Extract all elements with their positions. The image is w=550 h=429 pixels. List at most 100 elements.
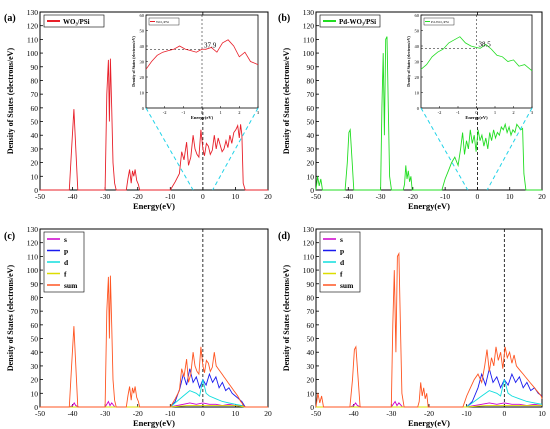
inset-x-tick-label: 2 bbox=[238, 110, 240, 115]
inset-x-tick-label: -1 bbox=[456, 110, 460, 115]
inset-x-tick-label: 1 bbox=[220, 110, 222, 115]
x-tick-label: 20 bbox=[264, 192, 272, 201]
zoom-line-right bbox=[486, 107, 533, 191]
inset-x-axis-label: Energy(eV) bbox=[191, 115, 214, 120]
x-tick-label: 10 bbox=[232, 409, 240, 418]
x-tick-label: -10 bbox=[165, 409, 175, 418]
inset-x-tick-label: 1 bbox=[494, 110, 496, 115]
series-line-d bbox=[316, 379, 543, 408]
inset-x-axis-label: Energy(eV) bbox=[465, 115, 488, 120]
zoom-line-left bbox=[145, 107, 194, 191]
x-tick-label: -10 bbox=[462, 409, 472, 418]
inset-y-tick-label: 50 bbox=[415, 29, 420, 34]
y-tick-label: 100 bbox=[27, 266, 39, 275]
y-tick-label: 0 bbox=[310, 186, 314, 195]
inset-y-tick-label: 60 bbox=[140, 13, 145, 18]
x-tick-label: -20 bbox=[424, 409, 434, 418]
y-tick-label: 120 bbox=[27, 239, 39, 248]
inset-series-line bbox=[145, 39, 259, 70]
inset-y-tick-label: 30 bbox=[140, 60, 145, 65]
x-tick-label: 0 bbox=[201, 192, 205, 201]
x-tick-label: -50 bbox=[35, 409, 45, 418]
x-axis-label: Energy(eV) bbox=[133, 418, 175, 428]
panel-label: (c) bbox=[4, 231, 15, 242]
y-tick-label: 20 bbox=[31, 159, 39, 168]
y-tick-label: 60 bbox=[307, 104, 315, 113]
zoom-line-right bbox=[212, 107, 259, 191]
panel-label: (d) bbox=[278, 231, 290, 242]
x-tick-label: -20 bbox=[133, 192, 143, 201]
y-tick-label: 40 bbox=[31, 348, 39, 357]
y-tick-label: 80 bbox=[31, 293, 39, 302]
inset-chart: 0 10 20 30 40 50 60 -2 -1 0 1 2 3 Energy(eV) Density o… bbox=[132, 13, 260, 120]
x-axis-label: Energy(eV) bbox=[408, 418, 450, 428]
series-line-f bbox=[40, 405, 268, 408]
y-tick-label: 130 bbox=[27, 225, 39, 234]
inset-y-axis-label: Density of States (electrons/eV) bbox=[132, 36, 136, 87]
legend-label-p: p bbox=[64, 247, 68, 256]
y-tick-label: 40 bbox=[307, 131, 315, 140]
y-tick-label: 110 bbox=[303, 252, 314, 261]
x-tick-label: -50 bbox=[311, 409, 321, 418]
y-tick-label: 70 bbox=[307, 90, 315, 99]
series-line-p bbox=[40, 368, 268, 408]
x-tick-label: 0 bbox=[502, 409, 506, 418]
y-tick-label: 0 bbox=[34, 186, 38, 195]
x-tick-label: 10 bbox=[538, 409, 546, 418]
y-tick-label: 130 bbox=[27, 8, 39, 17]
legend-label-f: f bbox=[340, 270, 343, 279]
legend-label-s: s bbox=[64, 235, 67, 244]
legend-label-d: d bbox=[340, 258, 345, 267]
y-tick-label: 90 bbox=[31, 63, 39, 72]
y-tick-label: 50 bbox=[31, 335, 39, 344]
inset-legend-box bbox=[148, 17, 180, 26]
x-tick-label: -40 bbox=[349, 409, 359, 418]
series-line-sum bbox=[315, 251, 543, 408]
x-tick-label: -40 bbox=[343, 192, 353, 201]
inset-y-axis-label: Density of States (electrons/eV) bbox=[407, 36, 411, 87]
inset-y-tick-label: 20 bbox=[140, 75, 145, 80]
y-tick-label: 10 bbox=[31, 389, 39, 398]
y-tick-label: 10 bbox=[31, 172, 39, 181]
y-tick-label: 110 bbox=[27, 252, 38, 261]
legend-label: WO₃/PSi bbox=[63, 18, 90, 26]
y-tick-label: 30 bbox=[31, 362, 39, 371]
inset-y-tick-label: 40 bbox=[415, 44, 420, 49]
y-tick-label: 80 bbox=[31, 76, 39, 85]
y-tick-label: 50 bbox=[307, 118, 315, 127]
y-tick-label: 40 bbox=[307, 348, 315, 357]
y-tick-label: 30 bbox=[31, 145, 39, 154]
y-tick-label: 130 bbox=[303, 225, 315, 234]
x-tick-label: -20 bbox=[133, 409, 143, 418]
inset-y-tick-label: 40 bbox=[140, 44, 145, 49]
inset-chart: 0 10 20 30 40 50 60 -2 -1 0 1 2 3 Energy(eV) Density o… bbox=[407, 13, 534, 120]
x-tick-label: -50 bbox=[35, 192, 45, 201]
x-tick-label: -30 bbox=[386, 409, 396, 418]
y-tick-label: 90 bbox=[31, 280, 39, 289]
y-tick-label: 80 bbox=[307, 76, 315, 85]
y-tick-label: 60 bbox=[31, 104, 39, 113]
zoom-line-left bbox=[420, 107, 469, 191]
legend-label: Pd-WO₃/PSi bbox=[339, 18, 376, 26]
x-tick-label: -30 bbox=[376, 192, 386, 201]
inset-series-line bbox=[420, 36, 533, 72]
legend-box bbox=[43, 14, 105, 28]
y-axis-label: Density of States (electrons/eV) bbox=[6, 48, 15, 155]
y-tick-label: 110 bbox=[27, 35, 38, 44]
panel-label: (b) bbox=[278, 13, 290, 24]
y-tick-label: 20 bbox=[307, 376, 315, 385]
series-line-d bbox=[40, 379, 268, 408]
x-tick-label: 0 bbox=[201, 409, 205, 418]
inset-y-tick-label: 10 bbox=[415, 91, 420, 96]
y-tick-label: 10 bbox=[307, 172, 315, 181]
inset-legend-box bbox=[423, 17, 455, 26]
inset-y-tick-label: 10 bbox=[140, 91, 145, 96]
y-axis-label: Density of States (electrons/eV) bbox=[282, 265, 291, 372]
inset-x-tick-label: 2 bbox=[512, 110, 514, 115]
y-tick-label: 30 bbox=[307, 145, 315, 154]
y-tick-label: 20 bbox=[31, 376, 39, 385]
y-tick-label: 50 bbox=[31, 118, 39, 127]
